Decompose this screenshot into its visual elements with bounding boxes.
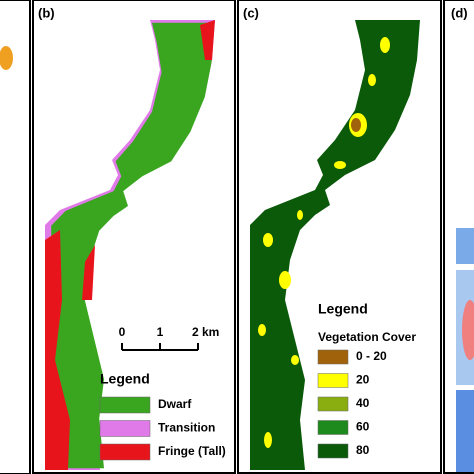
map-fringe	[45, 230, 70, 470]
legend-label: 20	[356, 373, 370, 387]
legend-swatch	[99, 420, 151, 437]
legend-label: Fringe (Tall)	[158, 444, 226, 458]
legend-swatch	[99, 396, 151, 414]
panel-label: (d)	[451, 5, 468, 20]
scale-label: 2 km	[192, 325, 219, 339]
legend-swatch	[317, 396, 349, 412]
scale-label: 1	[157, 325, 164, 339]
legend-label: 0 - 20	[356, 349, 387, 363]
panel-d: (d)	[443, 0, 474, 474]
legend-subtitle: Vegetation Cover	[318, 330, 416, 344]
legend-title: Legend	[100, 371, 150, 387]
legend: Dwarf Transition Fringe (Tall)	[99, 396, 226, 461]
legend-swatch	[99, 443, 151, 461]
panel-c: (c) Legend Vegetation Cover 0 - 20 20 40 60…	[237, 0, 442, 474]
legend-label: Transition	[158, 421, 215, 435]
map-fringe	[82, 245, 95, 300]
map-low	[351, 118, 361, 132]
legend: 0 - 20 20 40 60 80	[317, 349, 387, 459]
legend-swatch	[317, 443, 349, 459]
legend-label: 40	[356, 396, 370, 410]
panel-a	[0, 0, 31, 474]
legend-label: Dwarf	[158, 397, 192, 411]
legend-label: 60	[356, 420, 370, 434]
map-fringe	[200, 20, 215, 60]
legend-swatch	[317, 349, 349, 365]
panel-label: (b)	[38, 5, 55, 20]
scale-bar: 0 1 2 km	[119, 325, 219, 351]
legend-swatch	[317, 420, 349, 435]
scale-label: 0	[119, 325, 126, 339]
panel-label: (c)	[243, 5, 259, 20]
legend-label: 80	[356, 443, 370, 457]
legend-swatch	[317, 373, 349, 388]
panel-b: (b) 0 1 2 km Legend Dwarf Transition Fring…	[32, 0, 236, 474]
legend-title: Legend	[318, 301, 368, 317]
